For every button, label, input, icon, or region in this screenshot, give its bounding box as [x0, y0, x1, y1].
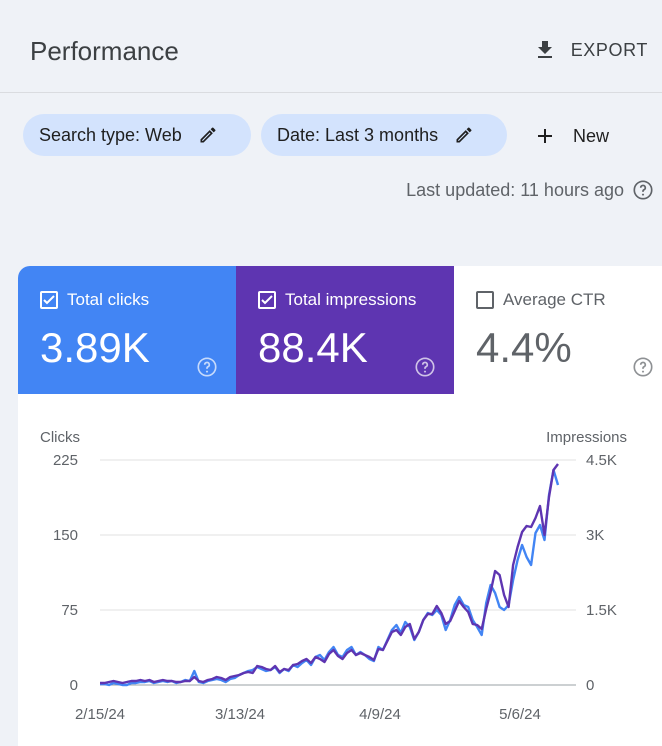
date-filter-chip[interactable]: Date: Last 3 months — [261, 114, 507, 156]
metric-label: Total impressions — [285, 290, 417, 309]
help-circle-icon[interactable] — [632, 356, 654, 378]
metric-label: Average CTR — [503, 290, 606, 309]
checkbox-icon[interactable] — [40, 291, 58, 309]
pencil-icon — [456, 127, 472, 143]
x-tick-label: 2/15/24 — [75, 706, 125, 723]
last-updated-status: Last updated: 11 hours ago — [406, 179, 654, 201]
metric-total-impressions[interactable]: Total impressions 88.4K — [236, 266, 454, 394]
chart-svg: 225 150 75 0 4.5K 3K 1.5K 0 Clicks Impressions 2/1… — [40, 429, 627, 723]
metric-label: Total clicks — [67, 290, 150, 309]
y-tick-left: 0 — [70, 677, 78, 694]
y-axis-title-left: Clicks — [40, 429, 80, 446]
page-title: Performance — [30, 36, 179, 66]
export-button[interactable]: EXPORT — [533, 38, 648, 62]
metric-value: 4.4% — [476, 324, 572, 371]
metric-total-clicks[interactable]: Total clicks 3.89K — [18, 266, 236, 394]
y-tick-left: 150 — [53, 527, 78, 544]
help-circle-icon[interactable] — [414, 356, 436, 378]
metric-average-ctr[interactable]: Average CTR 4.4% — [454, 266, 662, 394]
export-label: EXPORT — [570, 39, 648, 60]
help-circle-icon[interactable] — [632, 179, 654, 201]
performance-chart: 225 150 75 0 4.5K 3K 1.5K 0 Clicks Impressions 2/1… — [18, 394, 662, 746]
y-tick-left: 75 — [61, 602, 78, 619]
y-axis-title-right: Impressions — [546, 429, 627, 446]
new-filter-button[interactable]: New — [533, 118, 609, 154]
date-filter-label: Date: Last 3 months — [277, 124, 439, 145]
plus-icon — [538, 129, 552, 143]
series-line-impressions — [100, 463, 559, 685]
page-header: Performance EXPORT — [0, 0, 662, 93]
pencil-icon — [200, 127, 216, 143]
x-tick-label: 5/6/24 — [499, 706, 541, 723]
y-tick-right: 0 — [586, 677, 594, 694]
new-filter-label: New — [573, 125, 610, 146]
download-icon — [537, 41, 552, 58]
x-tick-label: 4/9/24 — [359, 706, 401, 723]
metric-value: 88.4K — [258, 324, 368, 371]
metric-value: 3.89K — [40, 324, 150, 371]
search-type-filter-chip[interactable]: Search type: Web — [23, 114, 251, 156]
help-circle-icon[interactable] — [196, 356, 218, 378]
y-tick-right: 4.5K — [586, 452, 617, 469]
last-updated-text: Last updated: 11 hours ago — [406, 179, 624, 200]
y-tick-left: 225 — [53, 452, 78, 469]
x-tick-label: 3/13/24 — [215, 706, 265, 723]
checkbox-icon[interactable] — [476, 291, 494, 309]
checkbox-icon[interactable] — [258, 291, 276, 309]
y-tick-right: 3K — [586, 527, 604, 544]
y-tick-right: 1.5K — [586, 602, 617, 619]
search-type-label: Search type: Web — [39, 124, 182, 145]
performance-card: Total clicks 3.89K Total impressions 88.… — [18, 266, 662, 746]
